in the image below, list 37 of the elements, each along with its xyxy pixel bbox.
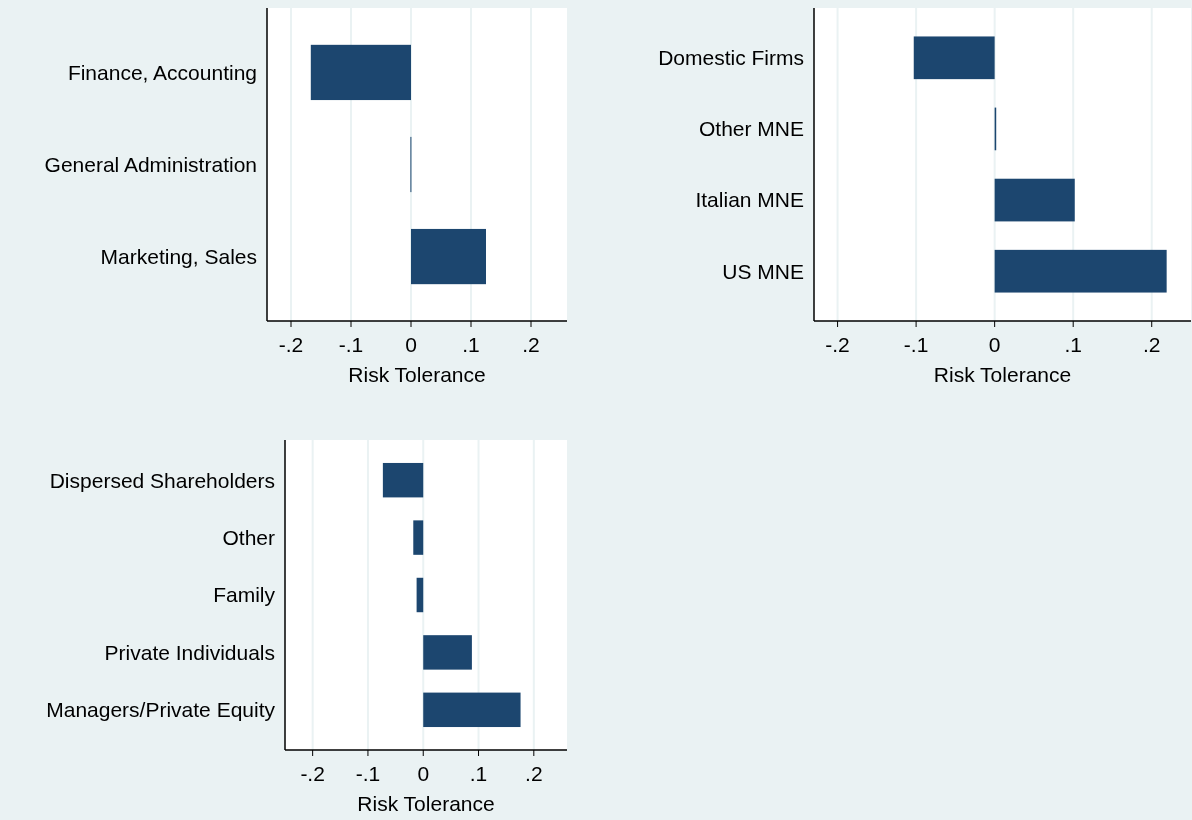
- bar: [413, 520, 424, 555]
- y-tick-label: Managers/Private Equity: [46, 698, 276, 722]
- x-tick-label: .2: [525, 762, 543, 785]
- x-tick-label: .2: [522, 333, 540, 356]
- x-tick-label: 0: [417, 762, 430, 785]
- x-tick-label: -.1: [355, 762, 381, 785]
- bar: [382, 462, 424, 498]
- bar: [423, 692, 521, 728]
- x-tick-label: .1: [469, 762, 488, 785]
- y-tick-label: Family: [213, 583, 276, 607]
- y-tick-label: Dispersed Shareholders: [49, 468, 275, 492]
- y-tick-label: Other: [222, 525, 275, 549]
- bar: [913, 36, 995, 80]
- y-tick-label: Finance, Accounting: [67, 60, 257, 84]
- y-tick-label: Other MNE: [698, 117, 804, 141]
- y-tick-label: Private Individuals: [104, 640, 275, 664]
- y-tick-label: US MNE: [722, 259, 804, 283]
- x-tick-label: 0: [405, 333, 417, 356]
- x-tick-label: -.1: [903, 333, 929, 356]
- x-tick-label: -.2: [300, 762, 325, 785]
- x-axis-title: Risk Tolerance: [348, 363, 486, 386]
- x-tick-label: .2: [1142, 333, 1161, 356]
- bar: [423, 635, 472, 670]
- x-axis-title: Risk Tolerance: [933, 363, 1072, 386]
- x-tick-label: -.2: [825, 333, 850, 356]
- bar: [994, 249, 1167, 293]
- y-tick-label: Domestic Firms: [658, 46, 804, 70]
- bar: [994, 178, 1075, 222]
- x-tick-label: .1: [462, 333, 480, 356]
- x-tick-label: -.1: [338, 333, 364, 356]
- x-tick-label: 0: [988, 333, 1001, 356]
- x-axis-title: Risk Tolerance: [357, 792, 495, 815]
- y-tick-label: Marketing, Sales: [100, 244, 257, 268]
- x-tick-label: .1: [1064, 333, 1082, 356]
- y-tick-label: Italian MNE: [695, 188, 804, 212]
- y-tick-label: General Administration: [44, 152, 257, 176]
- x-tick-label: -.2: [278, 333, 304, 356]
